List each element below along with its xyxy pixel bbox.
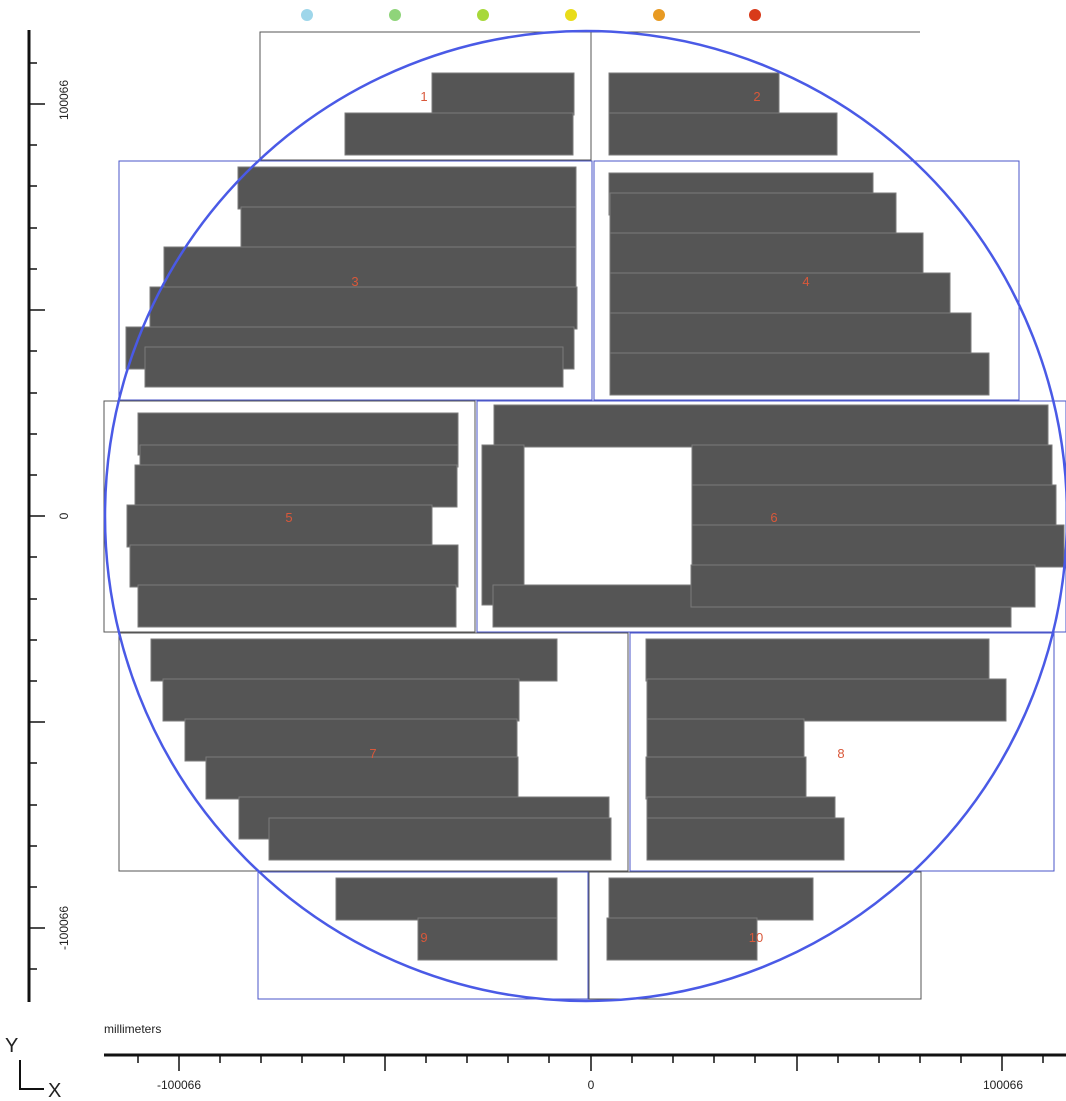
die-block[interactable] [606, 917, 758, 961]
die-block[interactable] [481, 444, 525, 606]
die-block[interactable] [268, 817, 612, 861]
region-frame-7 [118, 632, 629, 872]
die-block[interactable] [137, 584, 457, 628]
legend-dot[interactable] [749, 9, 761, 21]
die-block[interactable] [646, 718, 805, 762]
x-tick-label-zero: 0 [588, 1078, 595, 1092]
die-block[interactable] [609, 192, 897, 236]
die-block[interactable] [150, 638, 558, 682]
die-block[interactable] [417, 917, 558, 961]
region-frame-4 [593, 160, 1020, 401]
die-block[interactable] [126, 504, 433, 548]
wafer-outline [103, 29, 1066, 1003]
region-label-5: 5 [285, 510, 292, 525]
region-labels: 1 2 3 4 5 6 7 8 9 10 [285, 89, 844, 945]
die-block[interactable] [139, 444, 459, 468]
die-block[interactable] [335, 877, 558, 921]
units-label: millimeters [104, 1022, 161, 1036]
y-tick-label-top: 100066 [57, 80, 71, 120]
y-ruler [27, 30, 45, 1002]
region-label-8: 8 [837, 746, 844, 761]
die-block[interactable] [609, 312, 972, 356]
die-block[interactable] [184, 718, 518, 762]
die-block[interactable] [645, 756, 807, 800]
region-frame-6 [476, 400, 1066, 633]
die-block[interactable] [691, 524, 1065, 568]
region-label-2: 2 [753, 89, 760, 104]
legend-dot[interactable] [389, 9, 401, 21]
die-block[interactable] [646, 817, 845, 861]
die-block[interactable] [144, 346, 564, 388]
y-tick-label-zero: 0 [57, 512, 71, 519]
die-block[interactable] [609, 232, 924, 276]
axis-letter-x: X [48, 1080, 61, 1101]
legend-dot[interactable] [477, 9, 489, 21]
die-blocks [125, 72, 1065, 961]
die-block[interactable] [163, 246, 577, 290]
die-block[interactable] [691, 484, 1057, 528]
die-block[interactable] [149, 286, 578, 330]
legend-dots [301, 9, 761, 21]
die-block[interactable] [609, 272, 951, 316]
die-block[interactable] [240, 206, 577, 250]
region-label-1: 1 [420, 89, 427, 104]
region-frame-9 [257, 871, 589, 1000]
axis-indicator: Y X [5, 1035, 61, 1101]
axis-letter-y: Y [5, 1035, 18, 1057]
legend-dot[interactable] [565, 9, 577, 21]
die-block[interactable] [609, 352, 990, 396]
die-block[interactable] [134, 464, 458, 508]
region-label-3: 3 [351, 274, 358, 289]
y-tick-label-bottom: -100066 [57, 906, 71, 950]
region-frame-8 [629, 632, 1055, 872]
x-tick-label-left: -100066 [157, 1078, 201, 1092]
region-label-6: 6 [770, 510, 777, 525]
die-block[interactable] [608, 112, 838, 156]
die-block[interactable] [645, 638, 990, 682]
x-ruler [104, 1053, 1066, 1071]
region-frame-10 [588, 871, 922, 1000]
die-block[interactable] [129, 544, 459, 588]
die-block[interactable] [608, 72, 780, 116]
legend-dot[interactable] [301, 9, 313, 21]
region-frames [103, 31, 1066, 1000]
x-tick-label-right: 100066 [983, 1078, 1023, 1092]
region-label-9: 9 [420, 930, 427, 945]
die-block[interactable] [608, 877, 814, 921]
die-block[interactable] [646, 678, 1007, 722]
y-ruler-ticks [29, 62, 45, 970]
die-block[interactable] [344, 112, 574, 156]
axis-indicator-corner [19, 1060, 44, 1090]
die-block[interactable] [690, 564, 1036, 608]
die-block[interactable] [162, 678, 520, 722]
region-label-4: 4 [802, 274, 809, 289]
die-block[interactable] [237, 166, 577, 210]
die-block[interactable] [205, 756, 519, 800]
legend-dot[interactable] [653, 9, 665, 21]
die-block[interactable] [493, 404, 1049, 448]
die-block[interactable] [691, 444, 1053, 488]
region-label-10: 10 [749, 930, 763, 945]
region-frame-3 [118, 160, 593, 401]
x-ruler-ticks [137, 1055, 1044, 1071]
region-label-7: 7 [369, 746, 376, 761]
die-block[interactable] [431, 72, 575, 116]
